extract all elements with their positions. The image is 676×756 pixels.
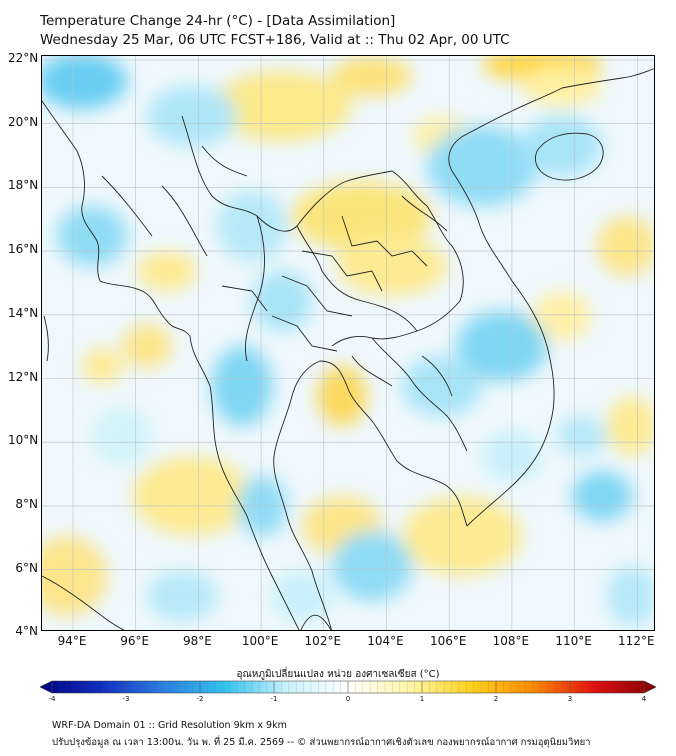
coastlines-and-borders [42,68,654,630]
latitude-label: 10°N [8,433,39,448]
colorbar-tick-label: 4 [641,695,647,703]
colorbar-tick-label: 2 [493,695,499,703]
longitude-label: 102°E [304,634,342,648]
field-blobs [42,56,654,626]
longitude-label: 108°E [492,634,530,648]
temperature-change-field [42,56,654,630]
title-line-2: Wednesday 25 Mar, 06 UTC FCST+186, Valid… [40,32,510,48]
latitude-label: 6°N [15,560,38,575]
title-line-1: Temperature Change 24-hr (°C) - [Data As… [40,13,396,29]
colorbar-tick-label: 3 [567,695,573,703]
colorbar-tick-label: -3 [122,695,130,703]
longitude-label: 98°E [182,634,212,648]
colorbar-tick-label: 1 [419,695,425,703]
map-title: Temperature Change 24-hr (°C) - [Data As… [40,12,510,50]
longitude-label: 94°E [57,634,87,648]
latitude-label: 18°N [8,178,39,193]
colorbar-title: อุณหภูมิเปลี่ยนแปลง หน่วย องศาเซลเซียส (… [236,669,440,680]
longitude-label: 106°E [429,634,467,648]
latitude-label: 22°N [8,51,39,65]
footer-model-info: WRF-DA Domain 01 :: Grid Resolution 9km … [52,720,287,731]
latitude-label: 8°N [15,496,38,511]
longitude-label: 100°E [241,634,279,648]
map-plot[interactable] [41,55,655,631]
graticule [42,56,654,630]
footer-credit: ปรับปรุงข้อมูล ณ เวลา 13:00น. วัน พ. ที่… [52,737,591,748]
colorbar-tick-label: -1 [270,695,278,703]
longitude-label: 96°E [120,634,150,648]
longitude-label: 110°E [555,634,592,648]
longitude-label: 104°E [367,634,404,648]
colorbar-tick-label: 0 [345,695,351,703]
latitude-label: 14°N [8,305,39,320]
longitude-label: 112°E [618,634,655,648]
latitude-label: 4°N [15,624,38,639]
latitude-label: 20°N [8,114,39,129]
colorbar [40,680,656,694]
colorbar-tick-label: -4 [48,695,56,703]
latitude-label: 16°N [8,242,39,257]
latitude-label: 12°N [8,369,39,384]
colorbar-tick-label: -2 [196,695,204,703]
